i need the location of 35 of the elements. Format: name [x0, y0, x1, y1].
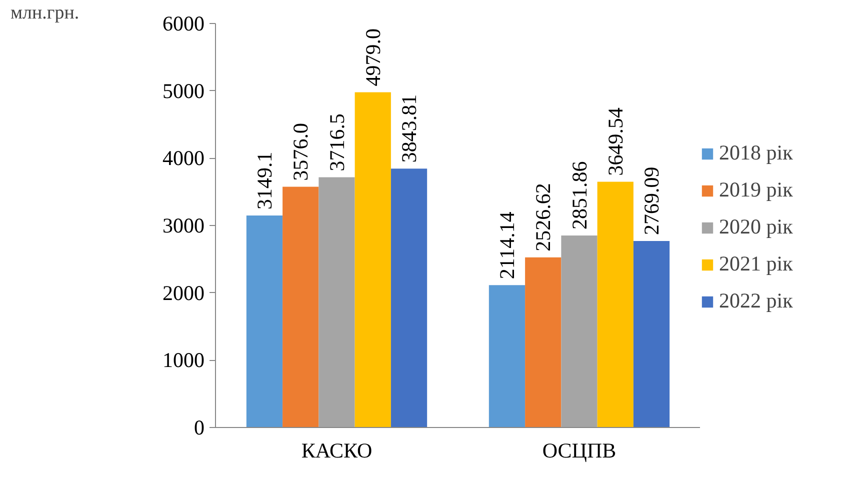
data-label: 2769.09 [640, 166, 664, 236]
y-tick-label: 2000 [162, 280, 204, 305]
y-tick-label: 5000 [162, 78, 204, 103]
bar [318, 177, 355, 428]
x-tick-label: КАСКО [301, 438, 372, 462]
bar [282, 186, 319, 428]
legend-label: 2022 рік [719, 288, 793, 314]
bar [525, 257, 562, 428]
legend-label: 2018 рік [719, 140, 793, 166]
bar [246, 215, 283, 428]
bar [354, 92, 391, 428]
legend-label: 2021 рік [719, 252, 793, 276]
y-tick-label: 6000 [162, 12, 204, 36]
bar [597, 182, 634, 428]
data-label: 4979.0 [360, 28, 385, 86]
legend-label: 2019 рік [719, 178, 793, 202]
y-tick-label: 4000 [162, 146, 204, 170]
y-axis-title: млн.грн. [10, 2, 80, 24]
data-label: 2526.62 [531, 183, 556, 252]
y-tick-label: 3000 [162, 214, 204, 238]
bar [633, 241, 670, 428]
x-tick-label: ОСЦПВ [542, 438, 616, 462]
legend-label: 2020 рік [719, 214, 793, 240]
data-label: 3576.0 [288, 122, 313, 181]
y-tick-label: 0 [194, 416, 204, 440]
data-label: 3716.5 [324, 114, 349, 172]
y-tick-label: 1000 [162, 348, 204, 372]
data-label: 2851.86 [567, 161, 592, 230]
data-label: 3843.81 [397, 94, 422, 163]
data-label: 3149.1 [252, 152, 276, 210]
bar [390, 168, 428, 428]
data-label: 3649.54 [603, 107, 628, 176]
bar [561, 235, 598, 428]
bar [488, 285, 526, 428]
data-label: 2114.14 [494, 211, 519, 280]
